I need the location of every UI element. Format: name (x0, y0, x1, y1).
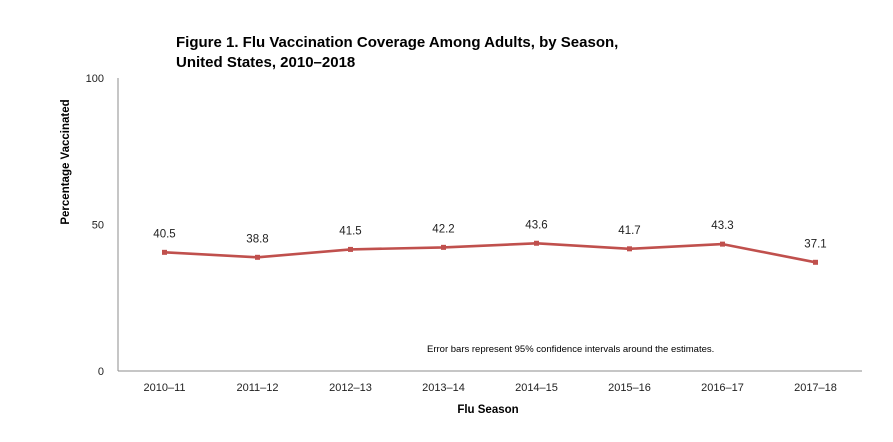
x-tick-label: 2014–15 (515, 382, 558, 394)
chart-annotation: Error bars represent 95% confidence inte… (427, 344, 714, 355)
x-tick-label: 2010–11 (143, 382, 185, 394)
x-tick-label: 2012–13 (329, 382, 372, 394)
data-label: 42.2 (432, 223, 454, 235)
x-tick-label: 2016–17 (701, 382, 744, 394)
data-label: 40.5 (153, 228, 175, 240)
data-label: 41.7 (618, 225, 640, 237)
chart-title: Figure 1. Flu Vaccination Coverage Among… (176, 34, 618, 51)
series-line (163, 242, 817, 264)
data-label: 43.6 (525, 219, 547, 231)
x-tick-label: 2015–16 (608, 382, 651, 394)
data-point (720, 241, 725, 247)
x-tick-label: 2013–14 (422, 382, 465, 394)
data-point (255, 254, 260, 260)
y-tick-label: 0 (98, 366, 104, 378)
data-point (627, 246, 632, 252)
chart-subtitle: United States, 2010–2018 (176, 54, 355, 71)
data-label: 38.8 (246, 233, 268, 245)
data-label: 37.1 (804, 238, 826, 250)
y-tick-label: 50 (92, 220, 104, 232)
y-tick-label: 100 (86, 73, 104, 85)
data-label: 43.3 (711, 220, 733, 232)
data-point (348, 246, 353, 252)
y-axis-title: Percentage Vaccinated (60, 99, 72, 224)
x-tick-label: 2011–12 (236, 382, 278, 394)
data-point (441, 244, 446, 250)
data-label: 41.5 (339, 225, 361, 237)
data-point (162, 249, 167, 255)
x-tick-label: 2017–18 (794, 382, 837, 394)
plot-layer: 0 50 100 2010–11 2011–12 2012–13 2013–14 2014–1… (86, 73, 837, 394)
x-axis-title: Flu Season (457, 404, 518, 416)
data-point (813, 259, 818, 265)
data-point (534, 240, 539, 246)
